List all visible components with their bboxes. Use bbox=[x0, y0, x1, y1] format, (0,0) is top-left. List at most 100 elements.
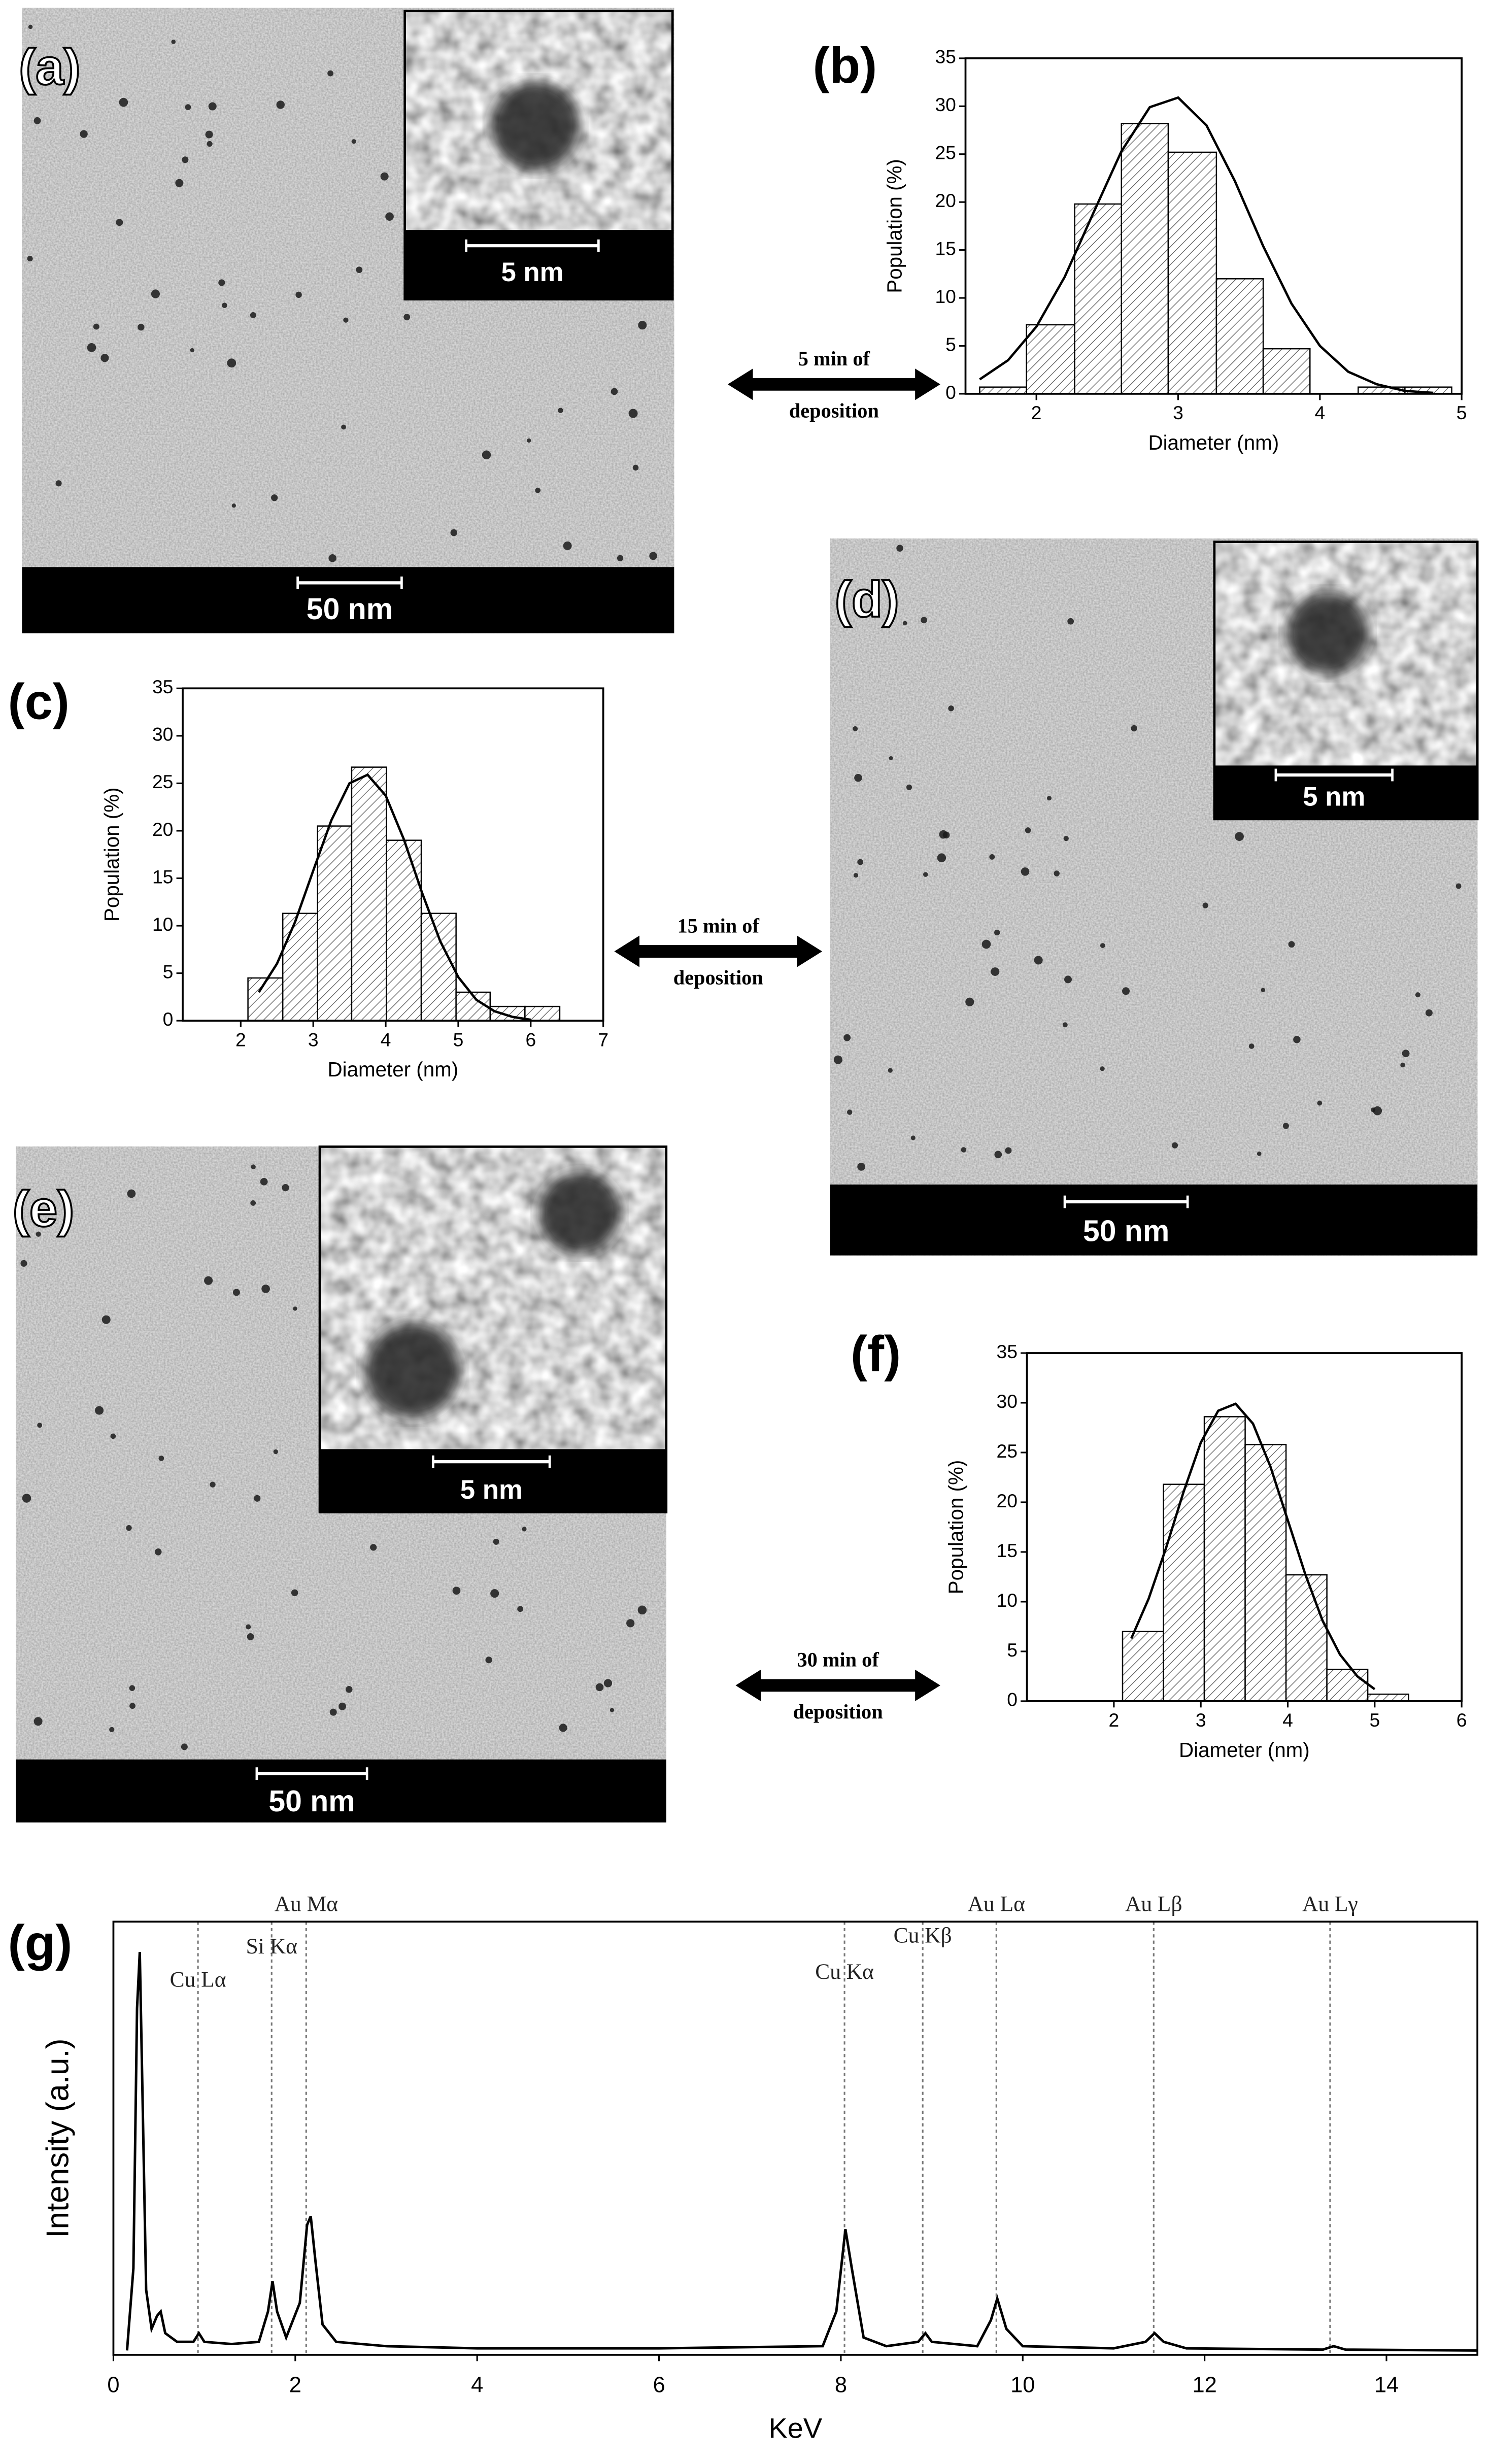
peak-label: Cu Kβ bbox=[894, 1923, 952, 1947]
nanoparticle bbox=[1455, 883, 1462, 889]
nanoparticle bbox=[1171, 1142, 1178, 1149]
x-tick-label: 6 bbox=[525, 1029, 536, 1050]
nanoparticle bbox=[210, 1481, 216, 1488]
nanoparticle bbox=[87, 343, 96, 352]
nanoparticle bbox=[204, 1276, 213, 1285]
inset-bar-band bbox=[320, 1449, 666, 1512]
nanoparticle bbox=[171, 40, 176, 44]
nanoparticle bbox=[175, 179, 184, 187]
y-tick-label: 15 bbox=[996, 1540, 1017, 1561]
plot-frame bbox=[1026, 1352, 1463, 1702]
nanoparticle bbox=[151, 289, 160, 298]
nanoparticle bbox=[356, 266, 363, 274]
y-tick-label: 30 bbox=[152, 724, 173, 745]
nanoparticle bbox=[250, 312, 256, 318]
nanoparticle bbox=[1293, 1036, 1301, 1043]
nanoparticle bbox=[603, 1679, 613, 1687]
nanoparticle bbox=[1261, 988, 1266, 992]
nanoparticle bbox=[55, 480, 62, 487]
nanoparticle bbox=[254, 1495, 261, 1502]
nanoparticle bbox=[380, 172, 389, 181]
nanoparticle bbox=[37, 1423, 43, 1428]
y-tick-label: 15 bbox=[935, 238, 956, 259]
nanoparticle bbox=[291, 1589, 298, 1597]
peak-label: Si Kα bbox=[246, 1934, 297, 1959]
nanoparticle bbox=[232, 1289, 240, 1296]
peak-label: Au Lβ bbox=[1125, 1892, 1182, 1916]
arrow-label: deposition bbox=[793, 1700, 883, 1723]
plot-frame bbox=[112, 1920, 1479, 2356]
y-tick-label: 35 bbox=[152, 676, 173, 697]
nanoparticle bbox=[28, 24, 33, 29]
x-axis-label: Diameter (nm) bbox=[1179, 1738, 1310, 1762]
spectrum-line bbox=[125, 1952, 1478, 2352]
scale-bar-band bbox=[830, 1184, 1478, 1256]
x-tick-label: 7 bbox=[598, 1029, 608, 1050]
y-tick-label: 35 bbox=[935, 46, 956, 67]
nanoparticle bbox=[327, 70, 334, 77]
nanoparticle bbox=[231, 503, 236, 508]
panel-label: (b) bbox=[812, 38, 877, 94]
x-tick-label: 3 bbox=[1196, 1709, 1206, 1731]
y-tick-label: 10 bbox=[996, 1590, 1017, 1611]
nanoparticle bbox=[853, 726, 858, 731]
inset-particle bbox=[538, 1172, 621, 1254]
nanoparticle bbox=[20, 1260, 27, 1267]
x-tick-label: 5 bbox=[453, 1029, 464, 1050]
nanoparticle bbox=[1415, 992, 1420, 998]
x-tick-label: 8 bbox=[835, 2373, 847, 2397]
y-axis-label: Population (%) bbox=[883, 159, 906, 293]
x-tick-label: 0 bbox=[107, 2373, 119, 2397]
y-tick-label: 15 bbox=[152, 866, 173, 887]
arrow-label: 15 min of bbox=[678, 914, 760, 937]
nanoparticle bbox=[527, 438, 531, 443]
peak-label: Cu Kα bbox=[815, 1960, 874, 1984]
nanoparticle bbox=[906, 784, 912, 790]
arrow-label: deposition bbox=[789, 399, 879, 422]
x-tick-label: 6 bbox=[653, 2373, 665, 2397]
histogram-bar bbox=[282, 913, 319, 1022]
scale-bar-band bbox=[16, 1759, 666, 1822]
nanoparticle bbox=[626, 1619, 635, 1628]
inset-scale-label: 5 nm bbox=[460, 1475, 523, 1505]
nanoparticle bbox=[218, 279, 225, 286]
nanoparticle bbox=[921, 617, 927, 624]
histogram-bar bbox=[317, 825, 353, 1022]
nanoparticle bbox=[981, 939, 991, 949]
nanoparticle bbox=[27, 256, 33, 262]
panel-label: (c) bbox=[8, 674, 70, 730]
y-tick-label: 30 bbox=[935, 94, 956, 115]
nanoparticle bbox=[1317, 1100, 1323, 1106]
nanoparticle bbox=[33, 1717, 43, 1726]
arrow-label: 5 min of bbox=[798, 347, 870, 370]
x-tick-label: 3 bbox=[308, 1029, 319, 1050]
nanoparticle bbox=[853, 873, 859, 878]
double-arrow bbox=[727, 368, 940, 400]
panel-label: (g) bbox=[8, 1915, 73, 1971]
scale-bar-label: 50 nm bbox=[307, 593, 393, 626]
nanoparticle bbox=[632, 464, 639, 471]
nanoparticle bbox=[989, 854, 995, 860]
nanoparticle bbox=[937, 853, 946, 862]
x-tick-label: 14 bbox=[1374, 2373, 1399, 2397]
nanoparticle bbox=[638, 321, 647, 330]
nanoparticle bbox=[965, 997, 974, 1006]
nanoparticle bbox=[490, 1589, 499, 1598]
nanoparticle bbox=[649, 552, 658, 560]
nanoparticle bbox=[485, 1657, 492, 1664]
y-tick-label: 0 bbox=[1007, 1689, 1018, 1710]
y-tick-label: 5 bbox=[945, 333, 956, 355]
histogram-bar bbox=[420, 913, 457, 1022]
nanoparticle bbox=[207, 141, 213, 147]
peak-label: Au Lα bbox=[968, 1892, 1025, 1916]
nanoparticle bbox=[129, 1685, 136, 1691]
arrow-label: 30 min of bbox=[797, 1648, 879, 1671]
plot-frame bbox=[182, 687, 604, 1022]
nanoparticle bbox=[1257, 1151, 1262, 1156]
inset-particle bbox=[365, 1323, 460, 1418]
x-tick-label: 3 bbox=[1173, 402, 1183, 423]
nanoparticle bbox=[948, 705, 954, 712]
inset-scale-label: 5 nm bbox=[501, 257, 563, 287]
nanoparticle bbox=[247, 1633, 254, 1640]
